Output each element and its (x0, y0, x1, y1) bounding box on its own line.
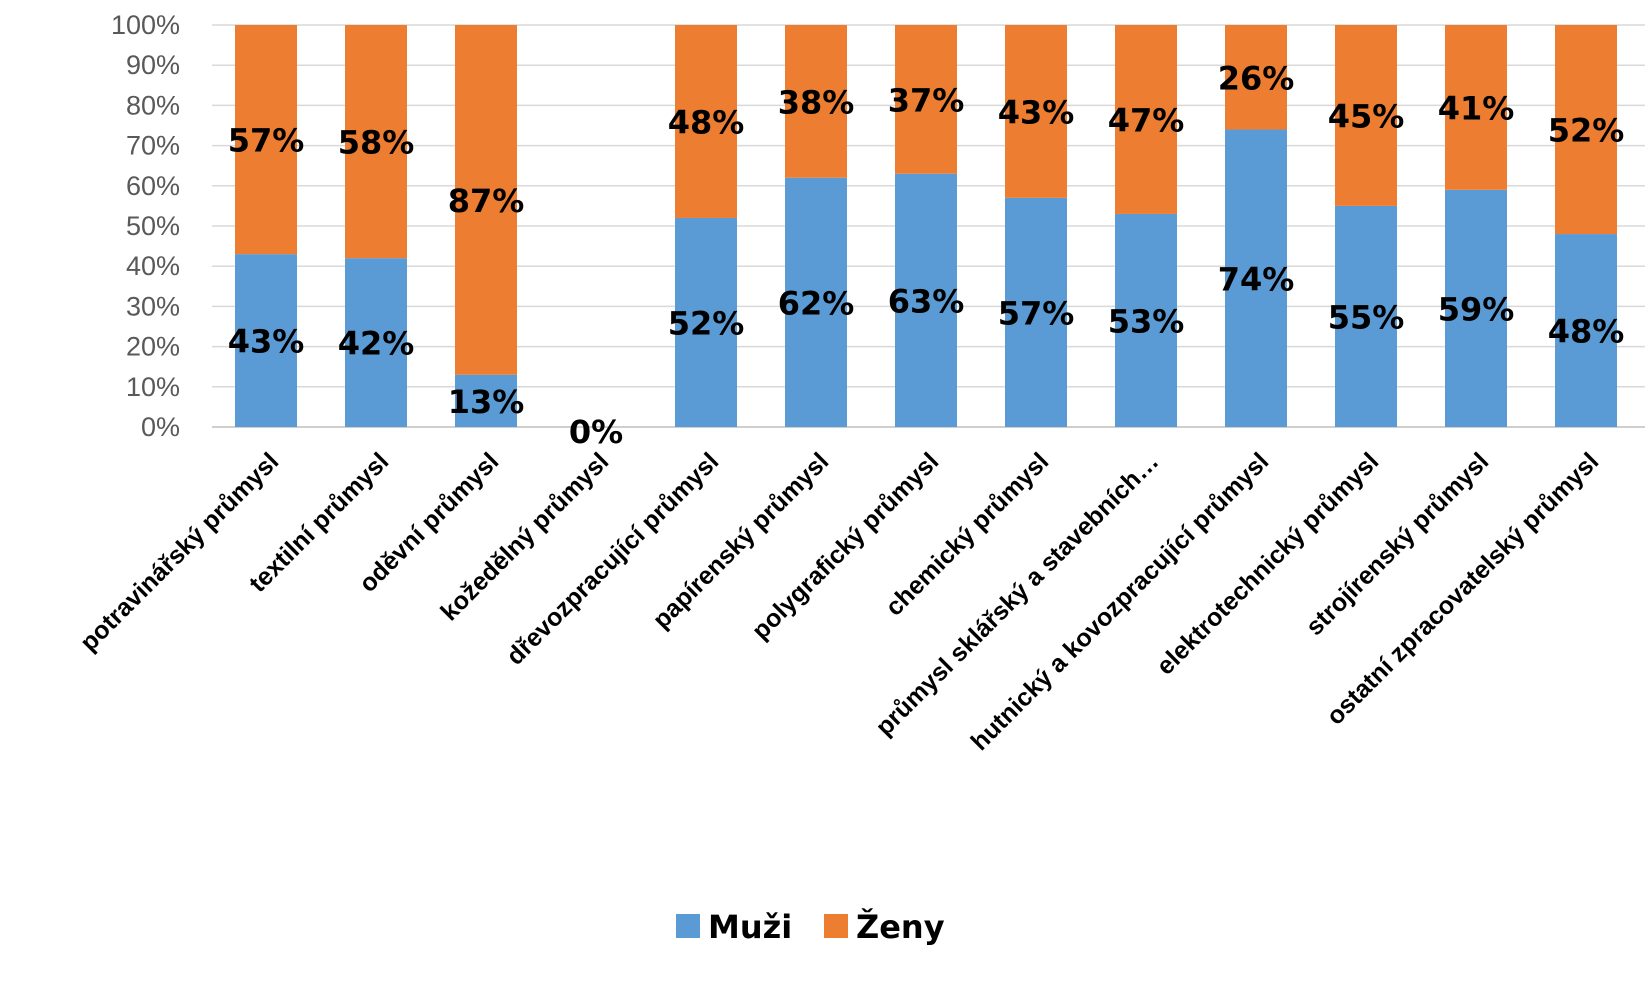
data-label-zeny: 48% (668, 103, 745, 141)
bar-muzi (235, 254, 297, 427)
data-label-zeny: 41% (1438, 89, 1515, 127)
bar-zeny (785, 25, 847, 178)
data-label-muzi: 43% (228, 323, 305, 361)
data-label-muzi: 13% (448, 383, 525, 421)
bar-muzi (895, 173, 957, 427)
bar-zeny (455, 25, 517, 375)
x-tick-label: strojírenský průmysl (1301, 447, 1495, 641)
y-tick-label: 40% (126, 251, 180, 281)
data-label-muzi: 42% (338, 325, 415, 363)
legend-swatch (676, 914, 700, 938)
data-label-muzi: 55% (1328, 298, 1405, 336)
bar-muzi (675, 217, 737, 427)
data-label-zeny: 45% (1328, 97, 1405, 135)
y-tick-label: 20% (126, 332, 180, 362)
y-tick-label: 50% (126, 211, 180, 241)
data-label-muzi: 57% (998, 294, 1075, 332)
bar-muzi (785, 177, 847, 427)
y-tick-label: 60% (126, 171, 180, 201)
data-labels: 43% 57% 42% 58% 13% 87% 0% 52% 48% 62% 38% 63% 37% 57… (228, 59, 1625, 451)
bar-muzi (1005, 197, 1067, 427)
data-label-muzi: 0% (569, 413, 623, 451)
y-tick-label: 30% (126, 291, 180, 321)
y-tick-label: 100% (111, 10, 180, 40)
y-tick-label: 70% (126, 131, 180, 161)
y-axis: 0% 10% 20% 30% 40% 50% 60% 70% 80% 90% 100% (111, 10, 180, 442)
data-label-muzi: 62% (778, 284, 855, 322)
bar-zeny (235, 25, 297, 255)
bar-muzi (455, 374, 517, 427)
bar-zeny (345, 25, 407, 259)
bar-zeny (1335, 25, 1397, 206)
bar-zeny (675, 25, 737, 218)
x-tick-label: potravinářský průmysl (75, 447, 284, 656)
x-tick-label: elektrotechnický průmysl (1151, 447, 1384, 680)
data-label-muzi: 74% (1218, 260, 1295, 298)
bar-zeny (1555, 25, 1617, 235)
y-tick-label: 90% (126, 50, 180, 80)
data-label-zeny: 43% (998, 93, 1075, 131)
legend-entry: Muži (708, 908, 792, 946)
data-label-muzi: 59% (1438, 290, 1515, 328)
bar-zeny (1445, 25, 1507, 190)
x-tick-label: dřevozpracující průmysl (501, 447, 724, 670)
bars (235, 25, 1617, 427)
data-label-zeny: 57% (228, 122, 305, 160)
y-tick-label: 10% (126, 372, 180, 402)
data-label-zeny: 37% (888, 81, 965, 119)
data-label-zeny: 87% (448, 182, 525, 220)
bar-muzi (1335, 205, 1397, 427)
bar-muzi (345, 258, 407, 427)
bar-zeny (895, 25, 957, 174)
data-label-zeny: 58% (338, 124, 415, 162)
x-tick-label: polygrafický průmysl (747, 447, 945, 645)
bar-muzi (1555, 234, 1617, 427)
data-label-muzi: 48% (1548, 313, 1625, 351)
data-label-muzi: 52% (668, 304, 745, 342)
legend-swatch (824, 914, 848, 938)
data-label-zeny: 26% (1218, 59, 1295, 97)
data-label-muzi: 63% (888, 282, 965, 320)
data-label-zeny: 38% (778, 83, 855, 121)
data-label-muzi: 53% (1108, 302, 1185, 340)
bar-zeny (1115, 25, 1177, 214)
y-tick-label: 0% (141, 412, 180, 442)
bar-muzi (1445, 189, 1507, 427)
legend: Muži Ženy (676, 908, 945, 946)
y-tick-label: 80% (126, 90, 180, 120)
bar-zeny (1225, 25, 1287, 130)
bar-muzi (1115, 213, 1177, 427)
legend-entry: Ženy (856, 908, 945, 946)
data-label-zeny: 52% (1548, 112, 1625, 150)
data-label-zeny: 47% (1108, 101, 1185, 139)
bar-muzi (1225, 129, 1287, 427)
bar-zeny (1005, 25, 1067, 198)
